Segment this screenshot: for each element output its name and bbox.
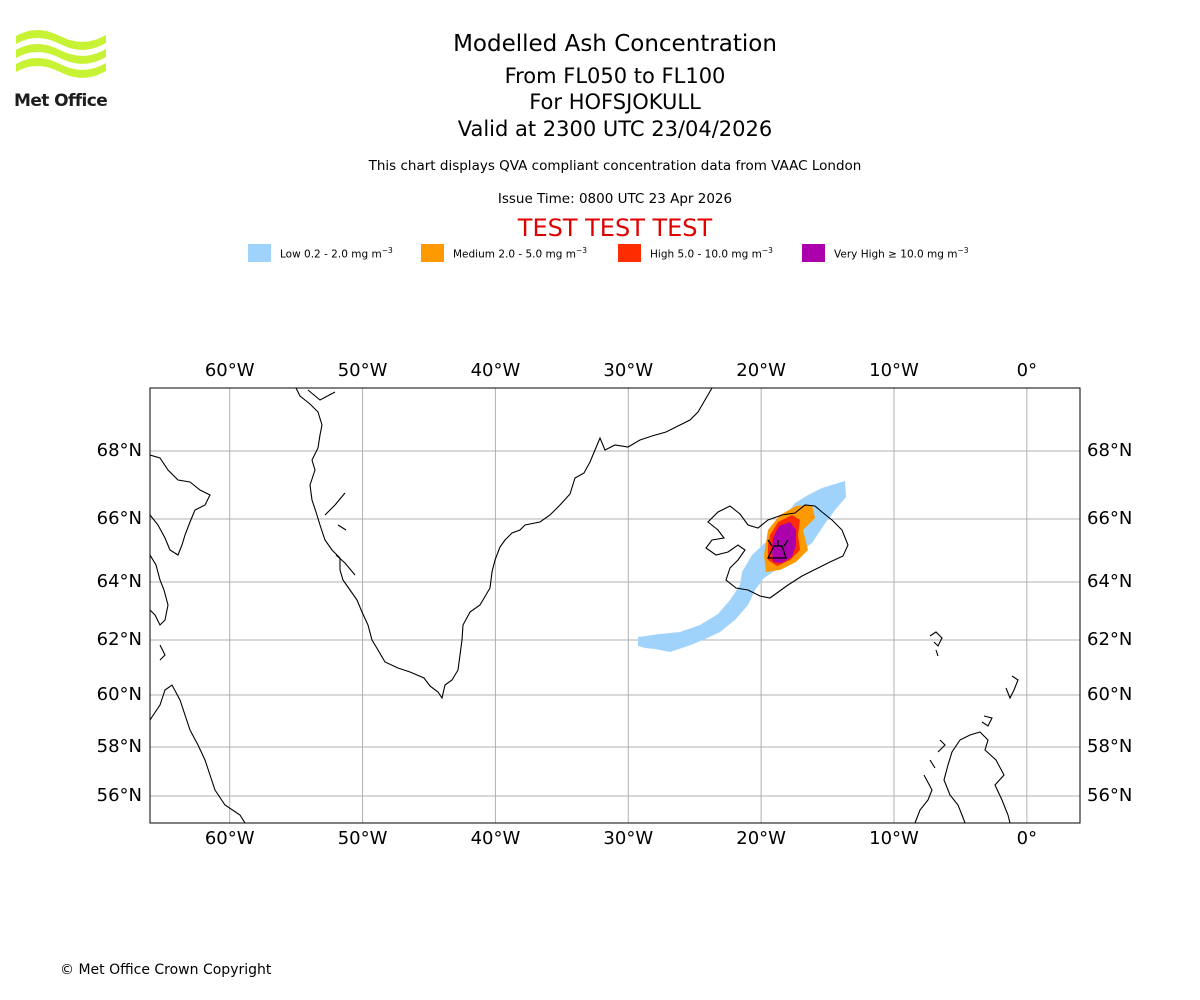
lon-tick-label-bottom: 50°W xyxy=(338,828,388,849)
coastlines xyxy=(150,388,1019,823)
lat-tick-label-left: 66°N xyxy=(97,508,142,529)
coastline-greenland-fjords xyxy=(307,389,356,576)
lat-tick-label-right: 66°N xyxy=(1087,508,1132,529)
lat-tick-label-right: 64°N xyxy=(1087,571,1132,592)
lat-tick-label-left: 60°N xyxy=(97,684,142,705)
legend-swatch-low xyxy=(248,244,271,262)
coastline-baffin xyxy=(150,454,211,556)
ash-very-high-area xyxy=(772,522,796,563)
compliance-note: This chart displays QVA compliant concen… xyxy=(368,158,862,174)
coastline-scotland xyxy=(914,731,1011,823)
lon-tick-label-bottom: 30°W xyxy=(603,828,653,849)
volcano-name: For HOFSJOKULL xyxy=(529,90,701,114)
lat-tick-label-right: 56°N xyxy=(1087,785,1132,806)
lon-tick-label-top: 0° xyxy=(1017,360,1037,381)
flight-levels: From FL050 to FL100 xyxy=(504,64,726,88)
brand-name: Met Office xyxy=(14,91,108,111)
map-gridlines xyxy=(150,388,1080,823)
coastline-iceland xyxy=(705,504,849,599)
map-tick-labels: 60°W 60°W 50°W 50°W 40°W 40°W 30°W 30°W 20°W 20°W… xyxy=(97,360,1133,849)
test-banner: TEST TEST TEST xyxy=(517,214,713,242)
lat-tick-label-left: 68°N xyxy=(97,440,142,461)
coastline-orkney xyxy=(981,715,993,727)
coastline-greenland-east xyxy=(339,388,713,700)
lon-tick-label-top: 10°W xyxy=(869,360,919,381)
volcano-marker-icon xyxy=(766,539,789,559)
lat-tick-label-right: 62°N xyxy=(1087,629,1132,650)
lat-tick-label-right: 58°N xyxy=(1087,736,1132,757)
legend-label-very-high: Very High ≥ 10.0 mg m xyxy=(834,248,958,261)
lon-tick-label-bottom: 20°W xyxy=(736,828,786,849)
lon-tick-label-top: 50°W xyxy=(338,360,388,381)
legend-label-low: Low 0.2 - 2.0 mg m xyxy=(280,248,382,261)
legend-label-high: High 5.0 - 10.0 mg m xyxy=(650,248,762,261)
lon-tick-label-top: 20°W xyxy=(736,360,786,381)
lat-tick-label-left: 64°N xyxy=(97,571,142,592)
map-frame xyxy=(149,387,1081,824)
coastline-faroe xyxy=(929,631,943,657)
lat-tick-label-right: 60°N xyxy=(1087,684,1132,705)
lon-tick-label-top: 40°W xyxy=(471,360,521,381)
lon-tick-label-bottom: 0° xyxy=(1017,828,1037,849)
lon-tick-label-bottom: 10°W xyxy=(869,828,919,849)
coastline-shetland xyxy=(1005,675,1019,700)
legend-swatch-medium xyxy=(421,244,444,262)
lon-tick-label-top: 30°W xyxy=(603,360,653,381)
issue-time: Issue Time: 0800 UTC 23 Apr 2026 xyxy=(497,191,733,207)
met-office-logo xyxy=(16,30,106,78)
ash-low-area xyxy=(638,481,846,652)
lon-tick-label-bottom: 60°W xyxy=(205,828,255,849)
lat-tick-label-left: 58°N xyxy=(97,736,142,757)
valid-time: Valid at 2300 UTC 23/04/2026 xyxy=(457,117,773,141)
coastline-labrador xyxy=(150,554,246,823)
lat-tick-label-left: 56°N xyxy=(97,785,142,806)
lon-tick-label-bottom: 40°W xyxy=(471,828,521,849)
legend-label-medium: Medium 2.0 - 5.0 mg m xyxy=(453,248,576,261)
legend-exp-high: −3 xyxy=(761,246,773,255)
lat-tick-label-left: 62°N xyxy=(97,629,142,650)
coastline-greenland-west xyxy=(295,388,341,559)
legend-swatch-very-high xyxy=(802,244,825,262)
chart-title: Modelled Ash Concentration xyxy=(453,31,777,57)
legend-exp-medium: −3 xyxy=(575,246,588,255)
legend-swatch-high xyxy=(618,244,641,262)
copyright: © Met Office Crown Copyright xyxy=(60,962,272,978)
legend-exp-very-high: −3 xyxy=(957,246,969,255)
legend-exp-low: −3 xyxy=(381,246,393,255)
lat-tick-label-right: 68°N xyxy=(1087,440,1132,461)
lon-tick-label-top: 60°W xyxy=(205,360,255,381)
